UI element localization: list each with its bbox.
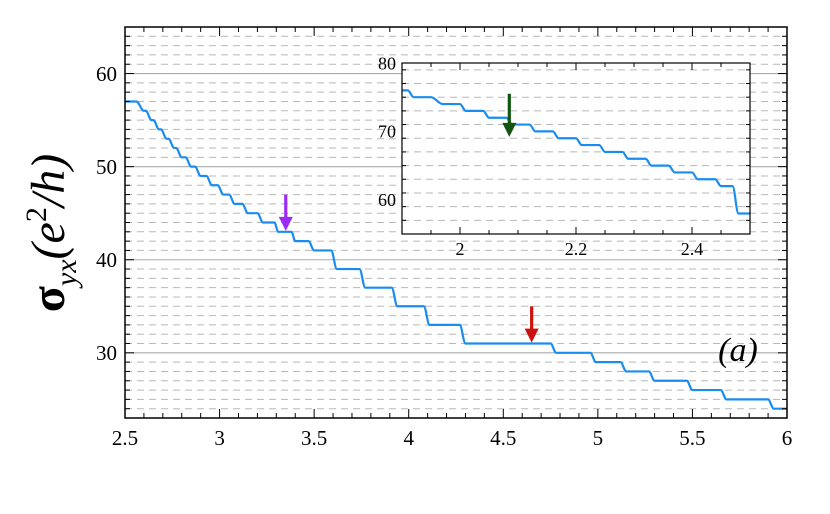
y-tick-label: 50 [96, 155, 117, 179]
inset-tick-labels: 2 2.2 2.4 60 70 80 [378, 53, 703, 259]
series-line [402, 89, 750, 215]
y-tick-label: 70 [378, 122, 396, 142]
y-tick-label: 60 [96, 62, 117, 86]
arrow-head [278, 216, 293, 231]
x-tick-label: 5 [593, 426, 604, 450]
inset-ticks [401, 63, 751, 235]
x-tick-label: 6 [782, 426, 793, 450]
panel-label: (a) [718, 332, 758, 369]
x-tick-label: 5.5 [679, 426, 705, 450]
main-arrows [278, 194, 539, 343]
y-tick-label: 40 [96, 248, 117, 272]
inset-series-line [402, 89, 750, 215]
inset-arrows [502, 93, 517, 137]
x-tick-label: 3.5 [301, 426, 327, 450]
arrow-head [524, 328, 539, 343]
y-tick-label: 80 [378, 53, 396, 73]
x-tick-label: 4 [403, 426, 414, 450]
y-axis-label: σyx(e2/h) [20, 154, 83, 312]
y-label-sub: yx [50, 259, 83, 289]
svg-text:σyx(e2/h): σyx(e2/h) [20, 154, 83, 312]
arrow-head [502, 122, 517, 137]
main-ticks [124, 26, 788, 419]
y-label-open: (e [22, 222, 75, 259]
x-tick-label: 2 [456, 239, 465, 259]
x-tick-label: 2.4 [681, 239, 704, 259]
x-tick-label: 2.2 [565, 239, 588, 259]
x-tick-label: 3 [214, 426, 225, 450]
y-tick-label: 30 [96, 341, 117, 365]
inset-background [402, 63, 750, 234]
x-tick-label: 4.5 [490, 426, 516, 450]
y-tick-label: 60 [378, 190, 396, 210]
series-line [125, 100, 787, 410]
x-tick-label: 2.5 [112, 426, 138, 450]
main-tick-labels: 2.5 3 3.5 4 4.5 5 5.5 6 30 40 50 60 [96, 62, 792, 450]
y-label-close: /h) [22, 154, 75, 210]
main-series-line [125, 100, 787, 410]
y-label-sup: 2 [20, 207, 53, 222]
y-label-sigma: σ [22, 286, 75, 312]
